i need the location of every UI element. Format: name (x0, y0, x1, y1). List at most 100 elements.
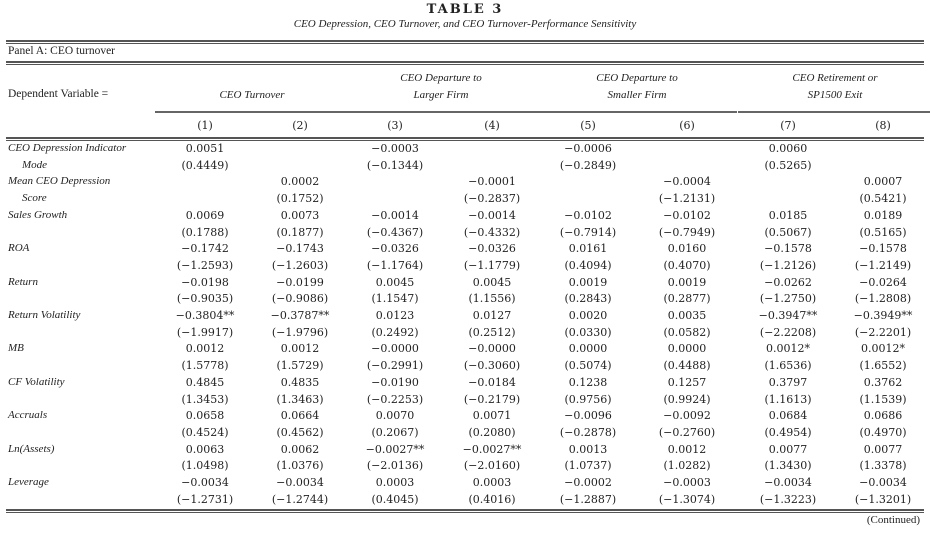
coefficient-cell: −0.1578 (764, 242, 812, 256)
coefficient-cell: −0.0003 (663, 476, 711, 489)
column-number: (5) (580, 119, 596, 132)
t-statistic-cell: (0.4488) (663, 359, 711, 373)
coefficient-cell: 0.0045 (375, 275, 415, 289)
row-label: CEO Depression Indicator (8, 142, 127, 154)
row-label: ROA (8, 242, 30, 255)
t-statistic-cell: (−1.2131) (658, 192, 716, 206)
column-group-header: CEO Departure to Larger Firm (351, 70, 531, 104)
coefficient-cell: 0.0684 (768, 409, 808, 423)
coefficient-cell: −0.0264 (859, 275, 907, 289)
coefficient-cell: 0.0077 (863, 442, 903, 456)
t-statistic-cell: (1.5778) (181, 359, 229, 373)
t-statistic-cell: (−0.2760) (658, 425, 716, 439)
coefficient-cell: −0.0034 (764, 476, 812, 489)
t-statistic-cell: (−1.2126) (759, 258, 817, 272)
coefficient-cell: −0.0184 (468, 375, 516, 389)
coefficient-cell: 0.0189 (863, 208, 903, 222)
t-statistic-cell: (−0.7914) (559, 225, 617, 239)
coefficient-cell: −0.1742 (181, 242, 229, 256)
coefficient-cell: −0.0092 (663, 409, 711, 423)
t-statistic-cell: (0.1788) (181, 225, 229, 239)
t-statistic-cell: (1.6536) (764, 359, 812, 373)
column-group-header: CEO Departure to Smaller Firm (547, 70, 727, 104)
row-label: Leverage (8, 476, 49, 488)
coefficient-cell: −0.0003 (371, 142, 419, 155)
t-statistic-cell: (−1.3201) (854, 492, 912, 506)
coefficient-cell: 0.0071 (472, 409, 512, 423)
t-statistic-cell: (−1.2744) (271, 492, 329, 506)
group-line1: CEO Departure to (400, 72, 482, 84)
t-statistic-cell: (0.4016) (468, 492, 516, 506)
coefficient-cell: −0.1578 (859, 242, 907, 256)
row-label: Accruals (8, 409, 48, 422)
coefficient-cell: 0.0000 (667, 342, 707, 356)
row-label: Score (22, 192, 47, 205)
coefficient-cell: −0.0014 (371, 208, 419, 222)
coefficient-cell: −0.0006 (564, 142, 612, 155)
t-statistic-cell: (0.9756) (564, 392, 612, 406)
coefficient-cell: −0.0027** (462, 442, 522, 456)
coefficient-cell: −0.0199 (276, 275, 324, 289)
coefficient-cell: 0.0012* (766, 342, 810, 356)
t-statistic-cell: (−0.3060) (463, 359, 521, 373)
column-number: (6) (679, 119, 695, 132)
t-statistic-cell: (−1.3223) (759, 492, 817, 506)
coefficient-cell: 0.0007 (863, 175, 903, 189)
t-statistic-cell: (−1.2750) (759, 292, 817, 306)
group-line2: Smaller Firm (607, 89, 667, 101)
coefficient-cell: 0.0686 (863, 409, 903, 423)
t-statistic-cell: (−2.0160) (463, 459, 521, 473)
group-line1: CEO Retirement or (792, 72, 878, 84)
group-underline (345, 111, 542, 113)
table-title: TABLE 3 (426, 2, 504, 17)
t-statistic-cell: (−1.2603) (271, 258, 329, 272)
t-statistic-cell: (0.2067) (371, 425, 419, 439)
coefficient-cell: −0.0096 (564, 409, 612, 423)
coefficient-cell: 0.0045 (472, 275, 512, 289)
coefficient-cell: −0.1743 (276, 242, 324, 256)
column-group-header: CEO Turnover (162, 70, 342, 104)
t-statistic-cell: (0.0330) (564, 325, 612, 339)
row-label: Mean CEO Depression (8, 175, 111, 188)
t-statistic-cell: (1.1556) (468, 292, 516, 306)
coefficient-cell: 0.1257 (667, 375, 707, 389)
coefficient-cell: 0.4835 (280, 375, 320, 389)
t-statistic-cell: (−1.1779) (463, 258, 521, 272)
row-label: Return Volatility (8, 309, 81, 321)
bottom-rule (6, 509, 924, 513)
t-statistic-cell: (−0.2991) (366, 359, 424, 373)
t-statistic-cell: (0.5067) (764, 225, 812, 239)
coefficient-cell: −0.0034 (859, 476, 907, 489)
coefficient-cell: 0.1238 (568, 375, 608, 389)
coefficient-cell: 0.0073 (280, 208, 320, 222)
t-statistic-cell: (0.2877) (663, 292, 711, 306)
coefficient-cell: 0.3797 (768, 375, 808, 389)
group-underline (155, 111, 350, 113)
t-statistic-cell: (0.2080) (468, 425, 516, 439)
coefficient-cell: −0.0034 (181, 476, 229, 489)
t-statistic-cell: (1.3463) (276, 392, 324, 406)
t-statistic-cell: (1.3378) (859, 459, 907, 473)
t-statistic-cell: (−0.4332) (463, 225, 521, 239)
row-label: MB (8, 342, 24, 355)
coefficient-cell: 0.0060 (768, 142, 808, 155)
coefficient-cell: 0.0063 (185, 442, 225, 456)
coefficient-cell: 0.0000 (568, 342, 608, 356)
t-statistic-cell: (0.1752) (276, 192, 324, 206)
row-label: Sales Growth (8, 208, 68, 221)
coefficient-cell: 0.0062 (280, 442, 320, 456)
t-statistic-cell: (−1.2593) (176, 258, 234, 272)
row-label: Mode (22, 158, 48, 171)
coefficient-cell: −0.3804** (175, 309, 235, 322)
dependent-variable-label: Dependent Variable = (8, 88, 109, 100)
t-statistic-cell: (1.0737) (564, 459, 612, 473)
t-statistic-cell: (0.4954) (764, 425, 812, 439)
t-statistic-cell: (0.5265) (764, 158, 812, 172)
t-statistic-cell: (0.4524) (181, 425, 229, 439)
coefficient-cell: −0.3947** (758, 309, 818, 322)
t-statistic-cell: (0.2492) (371, 325, 419, 339)
group-line1: CEO Departure to (596, 72, 678, 84)
coefficient-cell: 0.0658 (185, 409, 225, 423)
coefficient-cell: 0.0035 (667, 309, 707, 322)
t-statistic-cell: (1.1539) (859, 392, 907, 406)
